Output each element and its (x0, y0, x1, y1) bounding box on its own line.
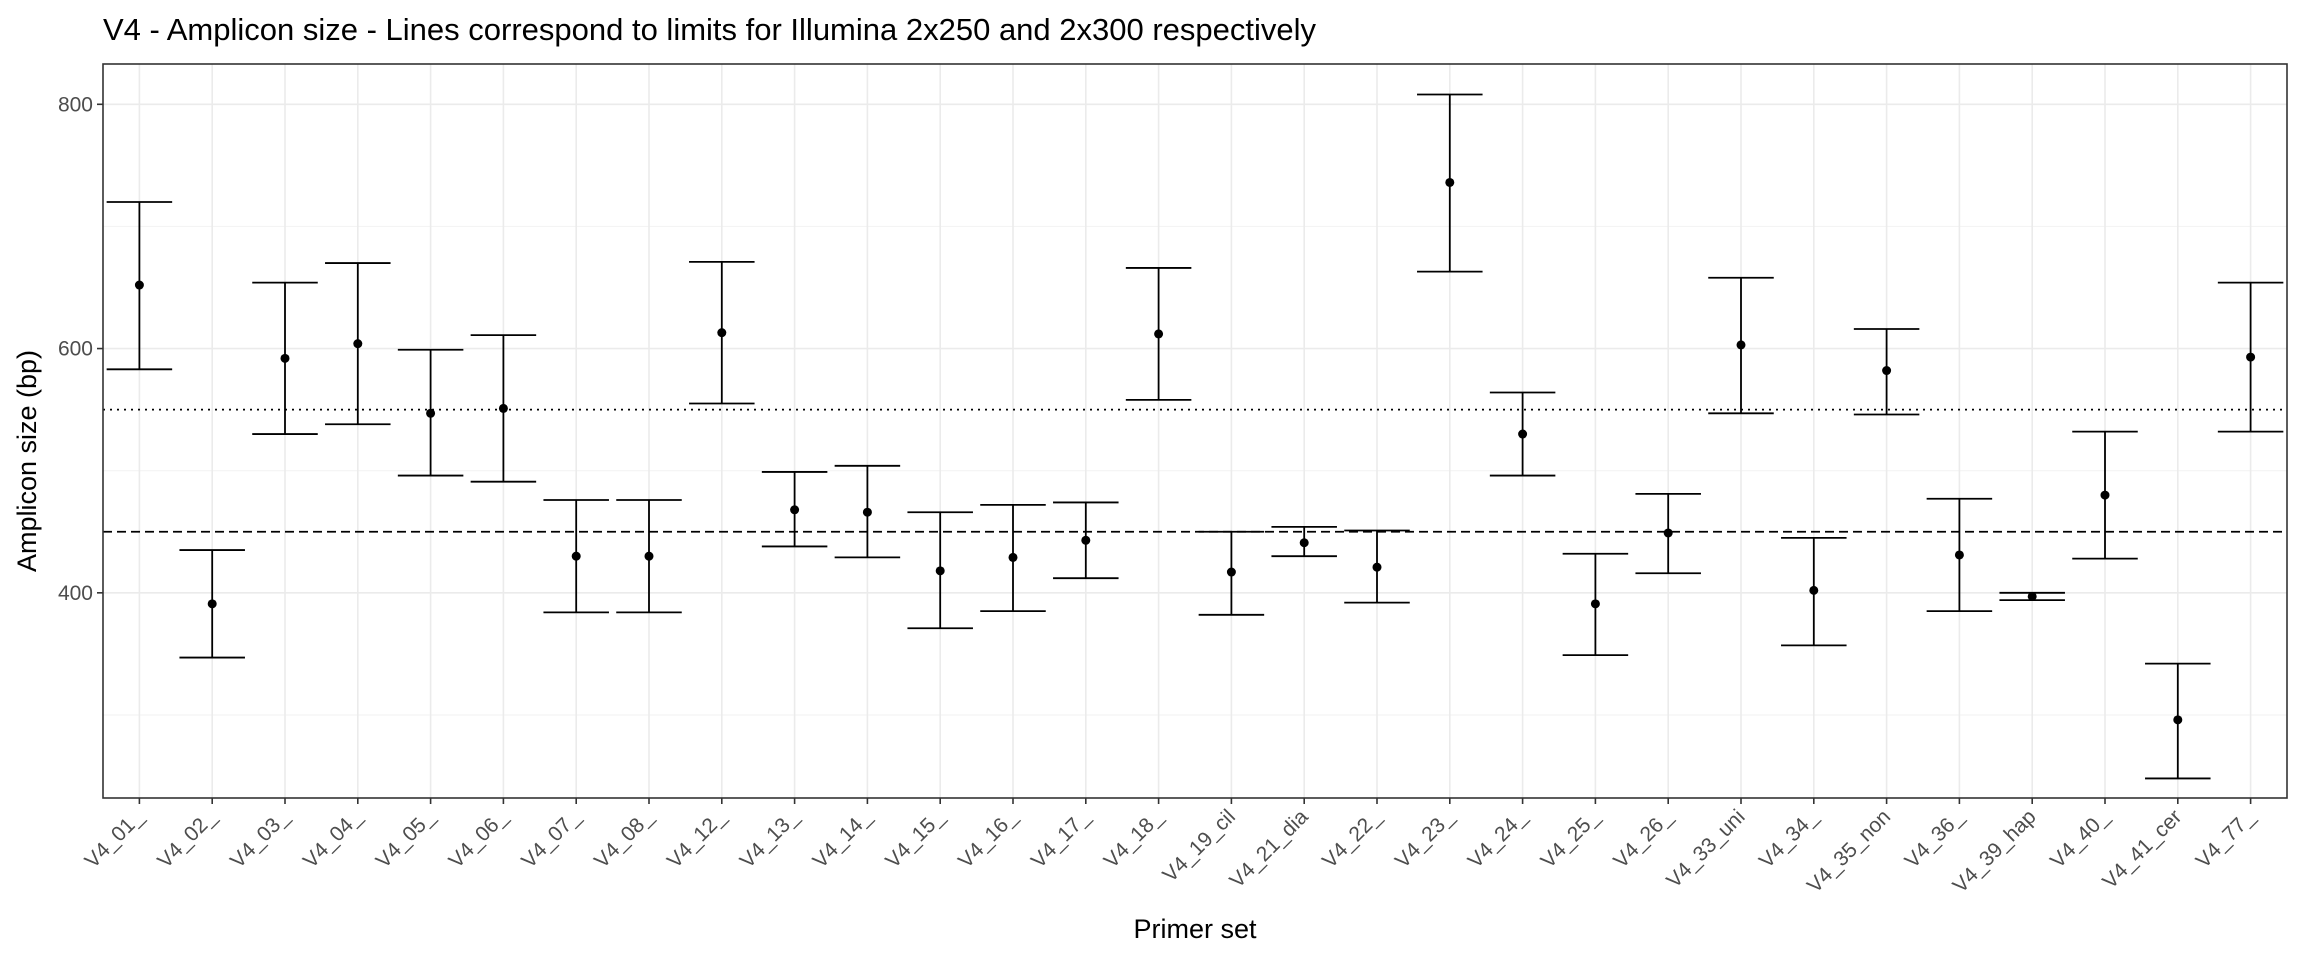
x-tick-label: V4_40_ (2046, 805, 2114, 873)
mean-point (2173, 715, 2183, 725)
panel-background (103, 64, 2287, 798)
errorbar-V4_04_ (325, 262, 391, 426)
mean-point (1008, 552, 1018, 562)
errorbar-V4_21_dia (1271, 525, 1337, 558)
errorbar-V4_35_non (1853, 328, 1920, 416)
mean-point (426, 408, 436, 418)
x-tick-label: V4_06_ (444, 805, 512, 873)
mean-point (280, 353, 290, 363)
mean-point (862, 507, 872, 517)
errorbar-V4_18_ (1125, 267, 1192, 401)
errorbar-V4_36_ (1926, 497, 1993, 613)
y-tick-label: 800 (58, 93, 93, 116)
panel-border (102, 63, 2288, 799)
y-tick-label: 400 (58, 582, 93, 605)
errorbar-V4_02_ (179, 549, 245, 659)
errorbar-V4_12_ (689, 260, 755, 405)
errorbar-V4_03_ (252, 281, 318, 435)
y-axis-title: Amplicon size (bp) (12, 350, 42, 572)
x-tick-label: V4_41_cer (2098, 805, 2186, 893)
errorbar-V4_34_ (1781, 536, 1847, 647)
x-tick-label: V4_22_ (1318, 805, 1386, 873)
x-tick-label: V4_17_ (1027, 805, 1095, 873)
errorbar-V4_40_ (2072, 430, 2138, 560)
x-tick-label: V4_13_ (736, 805, 804, 873)
mean-point (2246, 352, 2256, 362)
mean-point (134, 280, 144, 290)
x-tick-label: V4_14_ (808, 805, 876, 873)
plot-panel (102, 63, 2288, 799)
x-tick-label: V4_21_dia (1225, 805, 1313, 893)
x-tick-label: V4_07_ (517, 805, 585, 873)
x-axis-title: Primer set (1133, 914, 1257, 944)
x-tick-label: V4_02_ (153, 805, 221, 873)
errorbar-V4_14_ (834, 464, 901, 559)
errorbar-V4_41_cer (2145, 662, 2211, 780)
x-tick-label: V4_03_ (226, 805, 294, 873)
mean-point (1882, 366, 1892, 376)
x-tick-label: V4_77_ (2192, 805, 2260, 873)
errorbar-V4_24_ (1489, 391, 1556, 477)
mean-point (644, 551, 654, 561)
y-tick-label: 600 (58, 338, 93, 361)
errorbar-V4_05_ (397, 348, 464, 477)
mean-point (571, 551, 581, 561)
x-tick-label: V4_15_ (881, 805, 949, 873)
x-tick-label: V4_12_ (663, 805, 731, 873)
x-tick-label: V4_36_ (1900, 805, 1968, 873)
errorbar-V4_16_ (980, 503, 1046, 613)
errorbar-V4_08_ (616, 499, 682, 614)
mean-point (1226, 567, 1236, 577)
mean-point (1154, 329, 1164, 339)
mean-point (207, 599, 217, 609)
mean-point (1299, 538, 1309, 548)
mean-point (2100, 490, 2110, 500)
mean-point (1445, 177, 1455, 187)
errorbar-V4_26_ (1635, 492, 1701, 575)
x-tick-label: V4_33_uni (1662, 805, 1749, 892)
y-axis: 400 600 800 (58, 93, 103, 605)
x-tick-label: V4_34_ (1755, 805, 1823, 873)
mean-point (1372, 562, 1382, 572)
errorbar-V4_22_ (1344, 529, 1410, 604)
errorbar-V4_25_ (1562, 552, 1629, 657)
mean-point (1590, 599, 1600, 609)
mean-point (1081, 535, 1091, 545)
x-tick-label: V4_05_ (372, 805, 440, 873)
mean-point (790, 505, 800, 515)
errorbar-V4_13_ (761, 471, 828, 548)
errorbar-V4_19_cil (1198, 530, 1265, 616)
mean-point (1518, 429, 1528, 439)
errorbar-V4_77_ (2217, 281, 2284, 433)
mean-point (1663, 528, 1673, 538)
x-tick-label: V4_25_ (1536, 805, 1604, 873)
x-tick-label: V4_08_ (590, 805, 658, 873)
mean-point (2027, 591, 2037, 601)
errorbar-V4_07_ (543, 499, 609, 614)
mean-point (1954, 550, 1964, 560)
x-tick-label: V4_23_ (1391, 805, 1459, 873)
x-tick-label: V4_16_ (954, 805, 1022, 873)
mean-point (717, 328, 727, 338)
x-tick-label: V4_04_ (299, 805, 367, 873)
mean-point (1736, 340, 1746, 350)
mean-point (935, 566, 945, 576)
errorbar-V4_23_ (1417, 93, 1483, 273)
x-tick-label: V4_18_ (1100, 805, 1168, 873)
errorbar-V4_33_uni (1708, 276, 1774, 415)
errorbar-V4_06_ (470, 334, 537, 483)
mean-point (353, 339, 363, 349)
x-tick-label: V4_26_ (1609, 805, 1677, 873)
errorbar-V4_39_hap (1999, 591, 2065, 602)
errorbar-V4_17_ (1053, 501, 1119, 580)
mean-point (498, 403, 508, 413)
errorbar-V4_15_ (907, 511, 973, 630)
mean-point (1809, 585, 1819, 595)
errorbar-V4_01_ (106, 201, 173, 371)
x-tick-label: V4_24_ (1464, 805, 1532, 873)
x-axis: V4_01_ V4_02_ V4_03_ V4_04_ V4_05_ V4_06_ V4_0… (80, 798, 2259, 898)
x-tick-label: V4_01_ (80, 805, 148, 873)
chart-title: V4 - Amplicon size - Lines correspond to… (103, 12, 1317, 47)
